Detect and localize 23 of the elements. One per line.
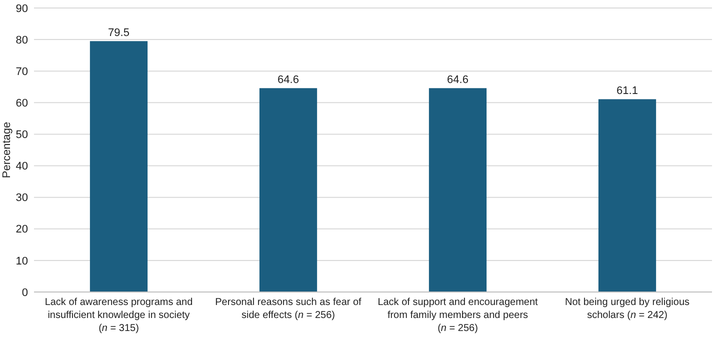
data-label: 64.6	[447, 74, 468, 86]
x-tick-label: Not being urged by religious scholars (n = 242)	[564, 297, 690, 321]
x-tick-label: Lack of support and encouragement from family members and peers (n = 256)	[378, 297, 538, 334]
x-tick-label: Lack of awareness programs and insufficient knowledge in society (n = 315)	[44, 297, 193, 334]
y-tick-label: 70	[16, 66, 28, 78]
y-tick-label: 30	[16, 192, 28, 204]
y-tick-label: 60	[16, 98, 28, 110]
bar	[428, 88, 487, 292]
bar	[598, 99, 656, 292]
y-tick-label: 50	[16, 129, 28, 142]
data-label: 64.6	[278, 74, 299, 86]
bar	[259, 88, 318, 292]
bar	[90, 41, 148, 292]
y-tick-label: 0	[22, 286, 28, 299]
data-label: 79.5	[108, 27, 130, 40]
data-label: 61.1	[616, 85, 638, 98]
y-axis-title: Percentage	[1, 122, 13, 178]
y-tick-label: 40	[16, 160, 28, 173]
y-tick-label: 80	[16, 34, 28, 46]
x-tick-label: Personal reasons such as fear of side effects (n = 256)	[215, 297, 362, 321]
y-tick-label: 10	[16, 255, 28, 268]
y-tick-label: 20	[16, 224, 28, 236]
y-tick-label: 90	[16, 2, 28, 15]
